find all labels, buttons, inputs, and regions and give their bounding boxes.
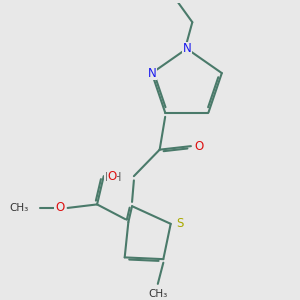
- Text: NH: NH: [105, 171, 122, 184]
- Text: O: O: [55, 201, 64, 214]
- Text: N: N: [147, 67, 156, 80]
- Text: S: S: [176, 217, 184, 230]
- Text: CH₃: CH₃: [148, 289, 167, 299]
- Text: O: O: [107, 170, 116, 183]
- Text: N: N: [182, 42, 191, 55]
- Text: O: O: [194, 140, 204, 153]
- Text: CH₃: CH₃: [10, 203, 29, 213]
